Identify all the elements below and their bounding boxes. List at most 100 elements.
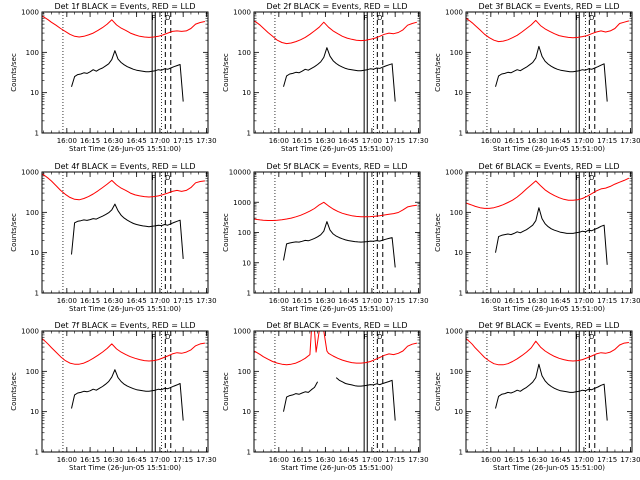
x-tick-label: 17:15 bbox=[385, 297, 405, 305]
plot-frame bbox=[41, 330, 209, 453]
chart-panel-4: Det 4f BLACK = Events, RED = LLD 1 10 100 10… bbox=[10, 162, 217, 313]
series-line-lld bbox=[466, 338, 629, 366]
y-tick-label: 1000 bbox=[445, 169, 463, 177]
x-tick-label: 16:15 bbox=[504, 456, 524, 464]
panel-title: Det 8f BLACK = Events, RED = LLD bbox=[266, 321, 407, 330]
x-tick-label: 17:15 bbox=[597, 137, 617, 145]
marker-label: F bbox=[576, 14, 580, 22]
y-tick-label: 100 bbox=[238, 49, 251, 57]
marker-label: D bbox=[165, 174, 170, 182]
series-line-lld bbox=[42, 173, 205, 201]
plot-area bbox=[466, 172, 630, 293]
chart-panel-3: Det 3f BLACK = Events, RED = LLD 1 10 100 10… bbox=[434, 2, 640, 153]
x-tick-label: 16:45 bbox=[127, 456, 147, 464]
series-line-lld bbox=[254, 20, 418, 45]
series-line-events bbox=[283, 377, 396, 421]
y-tick-label: 10 bbox=[454, 89, 463, 97]
chart-panel-1: Det 1f BLACK = Events, RED = LLD 1 10 100 10… bbox=[10, 2, 217, 153]
panel-title: Det 5f BLACK = Events, RED = LLD bbox=[266, 162, 407, 171]
x-tick-label: 16:15 bbox=[292, 137, 312, 145]
marker-label: D bbox=[377, 14, 382, 22]
x-tick-label: 17:15 bbox=[385, 456, 405, 464]
series-line-lld bbox=[466, 17, 630, 43]
marker-label: F bbox=[152, 333, 156, 341]
x-axis-label: Start Time (26-Jun-05 15:51:00) bbox=[281, 145, 393, 153]
y-axis-label: Counts/sec bbox=[434, 213, 442, 252]
x-tick-label: 17:00 bbox=[362, 456, 382, 464]
y-axis-label: Counts/sec bbox=[222, 213, 230, 252]
x-tick-label: 16:00 bbox=[57, 297, 77, 305]
x-tick-label: 16:15 bbox=[80, 137, 100, 145]
x-tick-label: 17:00 bbox=[574, 456, 594, 464]
x-tick-label: 16:45 bbox=[551, 297, 571, 305]
x-tick-label: 17:30 bbox=[196, 456, 216, 464]
plot-area bbox=[42, 12, 206, 133]
x-axis-label: Start Time (26-Jun-05 15:51:00) bbox=[493, 145, 605, 153]
y-tick-label: 1 bbox=[247, 449, 251, 457]
x-tick-label: 16:00 bbox=[269, 456, 289, 464]
x-tick-label: 16:30 bbox=[315, 297, 335, 305]
x-tick-label: 16:00 bbox=[481, 456, 501, 464]
series-line-lld bbox=[42, 15, 206, 38]
y-tick-label: 1000 bbox=[21, 169, 39, 177]
panel-title: Det 9f BLACK = Events, RED = LLD bbox=[478, 321, 619, 330]
x-tick-label: 16:15 bbox=[504, 137, 524, 145]
plot-frame bbox=[253, 11, 421, 134]
y-tick-label: 1000 bbox=[233, 9, 251, 17]
plot-frame bbox=[465, 11, 633, 134]
x-tick-label: 16:00 bbox=[269, 137, 289, 145]
marker-label: D bbox=[589, 333, 594, 341]
y-tick-label: 10000 bbox=[229, 169, 251, 177]
x-axis-label: Start Time (26-Jun-05 15:51:00) bbox=[493, 305, 605, 313]
x-tick-label: 16:15 bbox=[80, 297, 100, 305]
y-tick-label: 10 bbox=[242, 89, 251, 97]
x-tick-label: 17:00 bbox=[574, 297, 594, 305]
series-line-events bbox=[495, 45, 608, 102]
x-tick-label: 16:30 bbox=[103, 137, 123, 145]
x-tick-label: 16:00 bbox=[481, 137, 501, 145]
x-tick-label: 17:30 bbox=[620, 456, 640, 464]
x-tick-label: 17:00 bbox=[574, 137, 594, 145]
x-tick-label: 17:15 bbox=[173, 297, 193, 305]
y-axis-label: Counts/sec bbox=[434, 372, 442, 411]
y-tick-label: 100 bbox=[26, 368, 39, 376]
y-tick-label: 10 bbox=[30, 249, 39, 257]
marker-label: F bbox=[152, 14, 156, 22]
x-tick-label: 16:45 bbox=[127, 297, 147, 305]
x-tick-label: 16:15 bbox=[80, 456, 100, 464]
marker-label: F bbox=[576, 333, 580, 341]
plot-frame bbox=[41, 11, 209, 134]
x-tick-label: 16:30 bbox=[103, 297, 123, 305]
plot-frame bbox=[41, 171, 209, 294]
y-tick-label: 1 bbox=[459, 130, 463, 138]
x-axis-label: Start Time (26-Jun-05 15:51:00) bbox=[69, 464, 181, 472]
y-tick-label: 1 bbox=[247, 290, 251, 298]
x-tick-label: 17:15 bbox=[597, 297, 617, 305]
x-tick-label: 17:30 bbox=[196, 297, 216, 305]
marker-label: F bbox=[576, 174, 580, 182]
y-tick-label: 1000 bbox=[233, 328, 251, 336]
y-axis-label: Counts/sec bbox=[10, 53, 18, 92]
x-tick-label: 16:45 bbox=[551, 456, 571, 464]
series-line-lld bbox=[42, 338, 205, 365]
x-tick-label: 17:15 bbox=[173, 137, 193, 145]
x-tick-label: 17:30 bbox=[408, 137, 428, 145]
y-axis-label: Counts/sec bbox=[434, 53, 442, 92]
x-tick-label: 16:45 bbox=[339, 297, 359, 305]
y-tick-label: 1 bbox=[459, 449, 463, 457]
x-tick-label: 17:15 bbox=[173, 456, 193, 464]
panel-title: Det 4f BLACK = Events, RED = LLD bbox=[54, 162, 195, 171]
x-tick-label: 16:30 bbox=[315, 456, 335, 464]
x-tick-label: 16:00 bbox=[57, 456, 77, 464]
x-tick-label: 16:30 bbox=[103, 456, 123, 464]
x-tick-label: 16:45 bbox=[339, 137, 359, 145]
y-tick-label: 100 bbox=[450, 368, 463, 376]
y-tick-label: 100 bbox=[450, 209, 463, 217]
x-tick-label: 16:30 bbox=[527, 456, 547, 464]
marker-label: D bbox=[589, 14, 594, 22]
plot-frame bbox=[465, 330, 633, 453]
plot-area bbox=[42, 172, 205, 293]
x-tick-label: 17:15 bbox=[385, 137, 405, 145]
y-tick-label: 10 bbox=[30, 408, 39, 416]
x-axis-label: Start Time (26-Jun-05 15:51:00) bbox=[493, 464, 605, 472]
